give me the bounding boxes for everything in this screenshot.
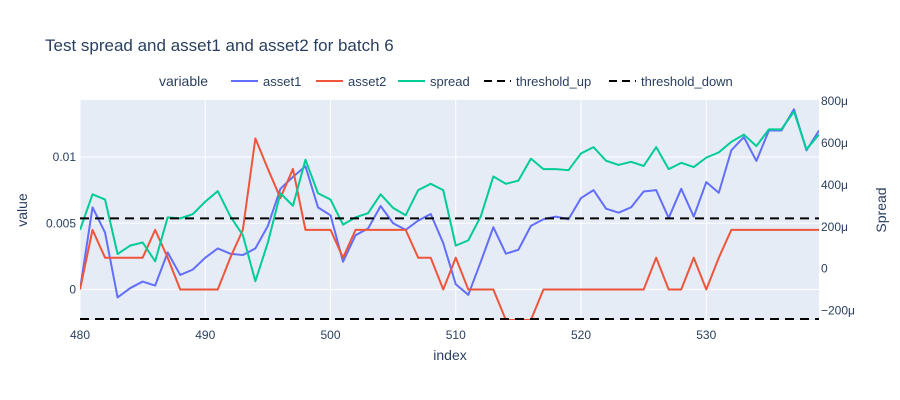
y2-axis-ticks: −200μ 0 200μ 400μ 600μ 800μ	[821, 94, 855, 318]
x-tick-label: 490	[195, 328, 215, 342]
y-tick-label: 0.005	[46, 216, 76, 230]
y2-tick-label: 200μ	[821, 220, 848, 234]
x-tick-label: 480	[70, 328, 90, 342]
x-tick-label: 530	[696, 328, 716, 342]
y2-axis-label: Spread	[873, 187, 889, 232]
y-axis-ticks: 0 0.005 0.01	[46, 150, 76, 297]
y2-tick-label: 800μ	[821, 94, 848, 108]
x-tick-label: 520	[571, 328, 591, 342]
legend-label-threshold_down: threshold_down	[641, 74, 733, 89]
series-line-asset1	[80, 108, 819, 299]
legend-label-asset1: asset1	[263, 74, 301, 89]
y2-tick-label: 400μ	[821, 178, 848, 192]
legend: variable asset1 asset2 spread threshold_up t…	[159, 73, 733, 89]
y-axis-label: value	[14, 193, 30, 227]
series-line-spread	[80, 110, 819, 283]
series-lines	[80, 108, 819, 320]
y-tick-label: 0.01	[53, 150, 77, 164]
y2-tick-label: 600μ	[821, 136, 848, 150]
legend-label-asset2: asset2	[348, 74, 386, 89]
x-axis-ticks: 480 490 500 510 520 530	[70, 328, 717, 342]
x-axis-label: index	[433, 347, 466, 363]
chart-title: Test spread and asset1 and asset2 for ba…	[45, 36, 394, 55]
y-tick-label: 0	[69, 283, 76, 297]
x-tick-label: 500	[320, 328, 340, 342]
legend-title: variable	[159, 73, 208, 89]
y2-tick-label: −200μ	[821, 304, 855, 318]
x-tick-label: 510	[446, 328, 466, 342]
legend-label-spread: spread	[430, 74, 470, 89]
legend-label-threshold_up: threshold_up	[516, 74, 591, 89]
series-line-asset2	[80, 137, 819, 320]
y2-tick-label: 0	[821, 262, 828, 276]
